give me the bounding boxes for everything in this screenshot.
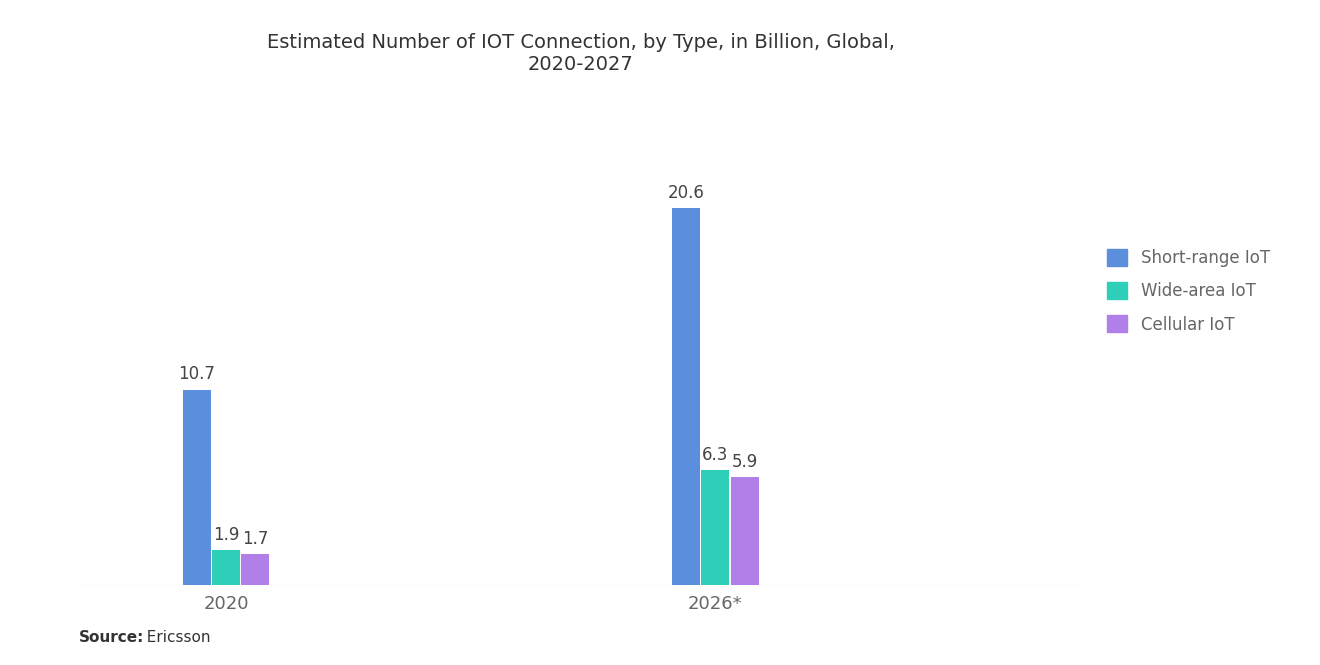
Bar [182, 390, 211, 585]
Text: 1.7: 1.7 [242, 530, 268, 548]
Text: Ericsson: Ericsson [137, 630, 211, 645]
Bar [672, 208, 700, 585]
Bar [213, 551, 240, 585]
Text: 10.7: 10.7 [178, 365, 215, 383]
Bar [731, 477, 759, 585]
Bar [242, 554, 269, 585]
Bar [701, 470, 730, 585]
Text: Estimated Number of IOT Connection, by Type, in Billion, Global,
2020-2027: Estimated Number of IOT Connection, by T… [267, 33, 895, 74]
Text: 6.3: 6.3 [702, 446, 729, 464]
Text: 5.9: 5.9 [731, 453, 758, 471]
Text: 1.9: 1.9 [213, 526, 239, 544]
Text: 20.6: 20.6 [668, 184, 705, 202]
Text: Source:: Source: [79, 630, 145, 645]
Legend: Short-range IoT, Wide-area IoT, Cellular IoT: Short-range IoT, Wide-area IoT, Cellular… [1101, 243, 1276, 340]
